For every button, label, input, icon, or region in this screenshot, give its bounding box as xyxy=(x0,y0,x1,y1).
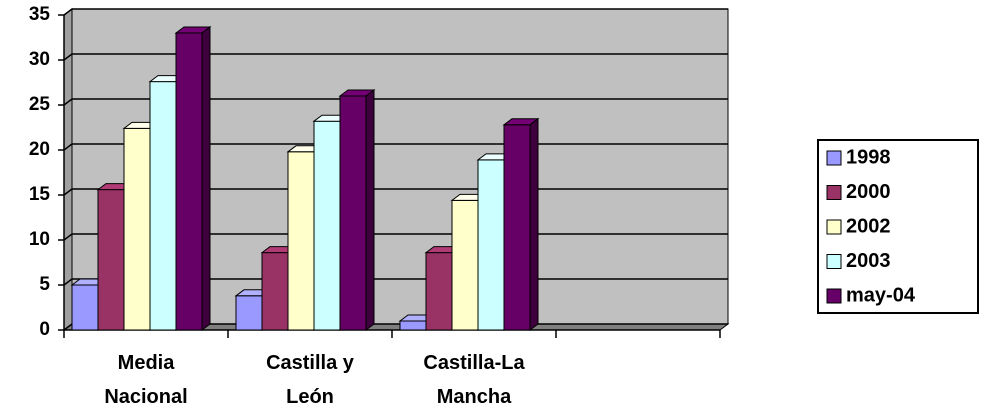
legend-swatch xyxy=(826,254,842,269)
y-tick-label: 25 xyxy=(29,94,51,115)
y-tick-label: 35 xyxy=(29,4,51,25)
bar-front xyxy=(313,120,341,331)
bar-front xyxy=(235,295,263,331)
grid-line xyxy=(63,8,728,16)
bar-front xyxy=(399,320,427,331)
y-tick-label: 20 xyxy=(29,139,50,160)
bar-front xyxy=(97,189,125,331)
x-tick-label: Media Nacional xyxy=(104,352,187,408)
bar-front xyxy=(175,32,203,331)
legend-label: may-04 xyxy=(846,284,916,306)
bar-side xyxy=(365,89,375,331)
bar-front xyxy=(71,284,99,331)
legend-label: 2002 xyxy=(846,215,891,237)
grid-line xyxy=(63,98,728,106)
label-line: Mancha xyxy=(437,386,512,408)
bar xyxy=(174,26,212,331)
label-line: Castilla-La xyxy=(423,352,525,374)
bar xyxy=(502,117,540,331)
bar-front xyxy=(261,252,289,331)
y-tick-label: 10 xyxy=(29,229,50,250)
legend-swatch xyxy=(826,219,842,235)
bar-front xyxy=(339,95,367,331)
legend-swatch xyxy=(826,185,842,200)
y-tick-label: 5 xyxy=(39,274,50,295)
legend-label: 2000 xyxy=(846,181,891,203)
label-line: Nacional xyxy=(104,386,187,408)
bar xyxy=(338,89,376,331)
bar-front xyxy=(425,252,453,331)
bar-front xyxy=(503,124,531,331)
label-line: Media xyxy=(118,352,176,374)
bar-side xyxy=(201,26,211,331)
legend-label: 1998 xyxy=(846,146,891,168)
legend-box xyxy=(817,139,979,314)
legend-swatch xyxy=(826,288,842,304)
bar-front xyxy=(477,159,505,331)
grid-line xyxy=(63,53,728,61)
bar-front xyxy=(287,151,315,331)
x-tick-label: Castilla y León xyxy=(266,352,355,408)
legend-swatch xyxy=(826,150,842,166)
y-tick-label: 30 xyxy=(29,49,50,70)
y-tick-label: 15 xyxy=(29,184,51,205)
bar-front xyxy=(123,127,151,331)
bar-side xyxy=(529,117,539,331)
y-tick-label: 0 xyxy=(39,319,50,340)
bar-front xyxy=(149,81,177,331)
label-line: Castilla y xyxy=(266,352,355,374)
label-line: León xyxy=(286,386,334,408)
bar-front xyxy=(451,199,479,331)
legend-label: 2003 xyxy=(846,250,891,272)
x-tick-label: Castilla-La Mancha xyxy=(423,352,525,408)
